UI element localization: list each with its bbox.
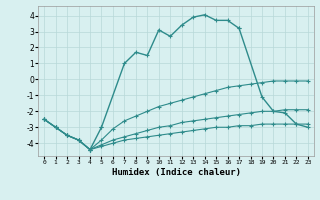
X-axis label: Humidex (Indice chaleur): Humidex (Indice chaleur) [111, 168, 241, 177]
